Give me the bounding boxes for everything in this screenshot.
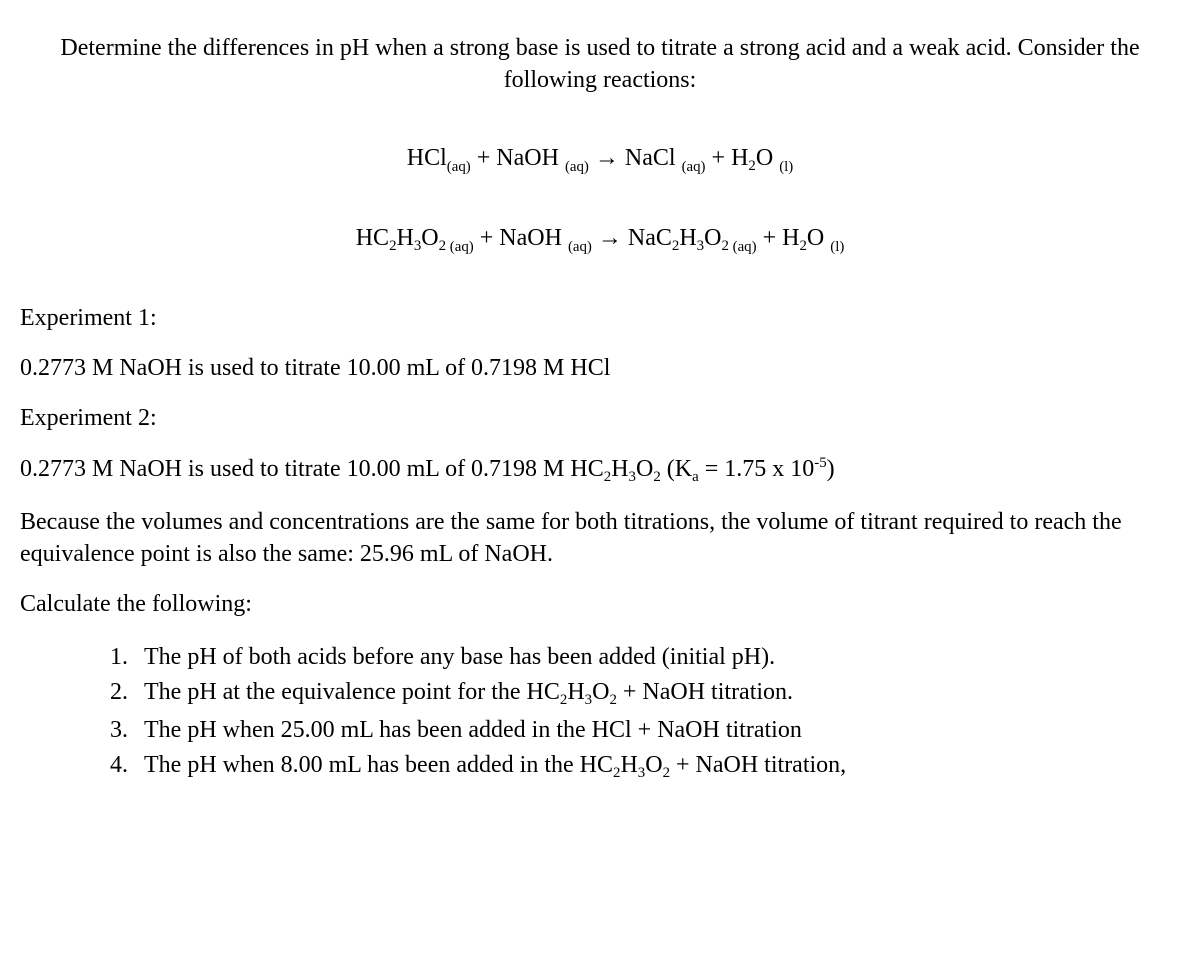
problem-intro: Determine the differences in pH when a s… (20, 32, 1180, 97)
experiment-1-text: 0.2773 M NaOH is used to titrate 10.00 m… (20, 352, 1180, 384)
equation-1: HCl(aq) + NaOH (aq) → NaCl (aq) + H2O (l… (20, 142, 1180, 177)
eq1-r1: HCl (407, 145, 447, 171)
question-2: 2. The pH at the equivalence point for t… (110, 676, 1180, 711)
experiment-2-label: Experiment 2: (20, 402, 1180, 434)
question-1: 1. The pH of both acids before any base … (110, 641, 1180, 673)
question-list: 1. The pH of both acids before any base … (20, 641, 1180, 785)
equation-2: HC2H3O2 (aq) + NaOH (aq) → NaC2H3O2 (aq)… (20, 222, 1180, 257)
experiment-2-text: 0.2773 M NaOH is used to titrate 10.00 m… (20, 453, 1180, 488)
calculate-label: Calculate the following: (20, 588, 1180, 620)
experiment-1-label: Experiment 1: (20, 302, 1180, 334)
question-3: 3. The pH when 25.00 mL has been added i… (110, 714, 1180, 746)
question-4: 4. The pH when 8.00 mL has been added in… (110, 749, 1180, 784)
note-text: Because the volumes and concentrations a… (20, 506, 1180, 571)
